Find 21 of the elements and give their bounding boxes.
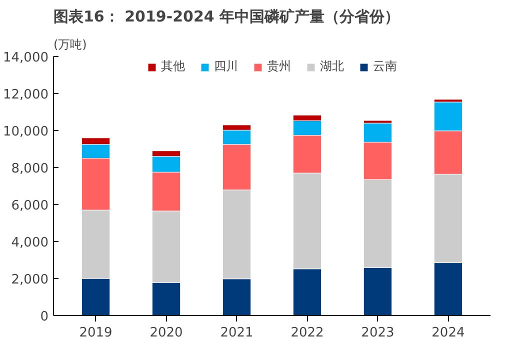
x-tick-label: 2020: [150, 326, 183, 339]
y-tick-label: 10,000: [3, 124, 49, 140]
legend-label: 其他: [161, 58, 185, 75]
x-tick-label: 2022: [290, 326, 324, 339]
legend-label: 贵州: [267, 58, 291, 75]
chart-title: 图表16： 2019-2024 年中国磷矿产量（分省份）: [54, 8, 400, 26]
y-tick-label: 2,000: [11, 272, 48, 288]
y-tick-label: 12,000: [3, 88, 49, 102]
x-tick-label: 2023: [361, 326, 394, 339]
x-tick-label: 2021: [220, 326, 254, 339]
legend-label: 湖北: [320, 58, 344, 75]
y-tick-label: 14,000: [3, 50, 49, 66]
x-tick-label: 2019: [79, 326, 112, 339]
legend-label: 四川: [214, 58, 238, 75]
y-tick-label: 0: [40, 310, 49, 324]
y-tick-label: 6,000: [11, 198, 48, 214]
y-tick-label: 8,000: [11, 162, 48, 176]
y-axis-title: (万吨): [54, 38, 87, 52]
y-tick-label: 4,000: [11, 236, 48, 250]
legend-label: 云南: [373, 58, 397, 75]
x-tick-label: 2024: [432, 326, 465, 339]
